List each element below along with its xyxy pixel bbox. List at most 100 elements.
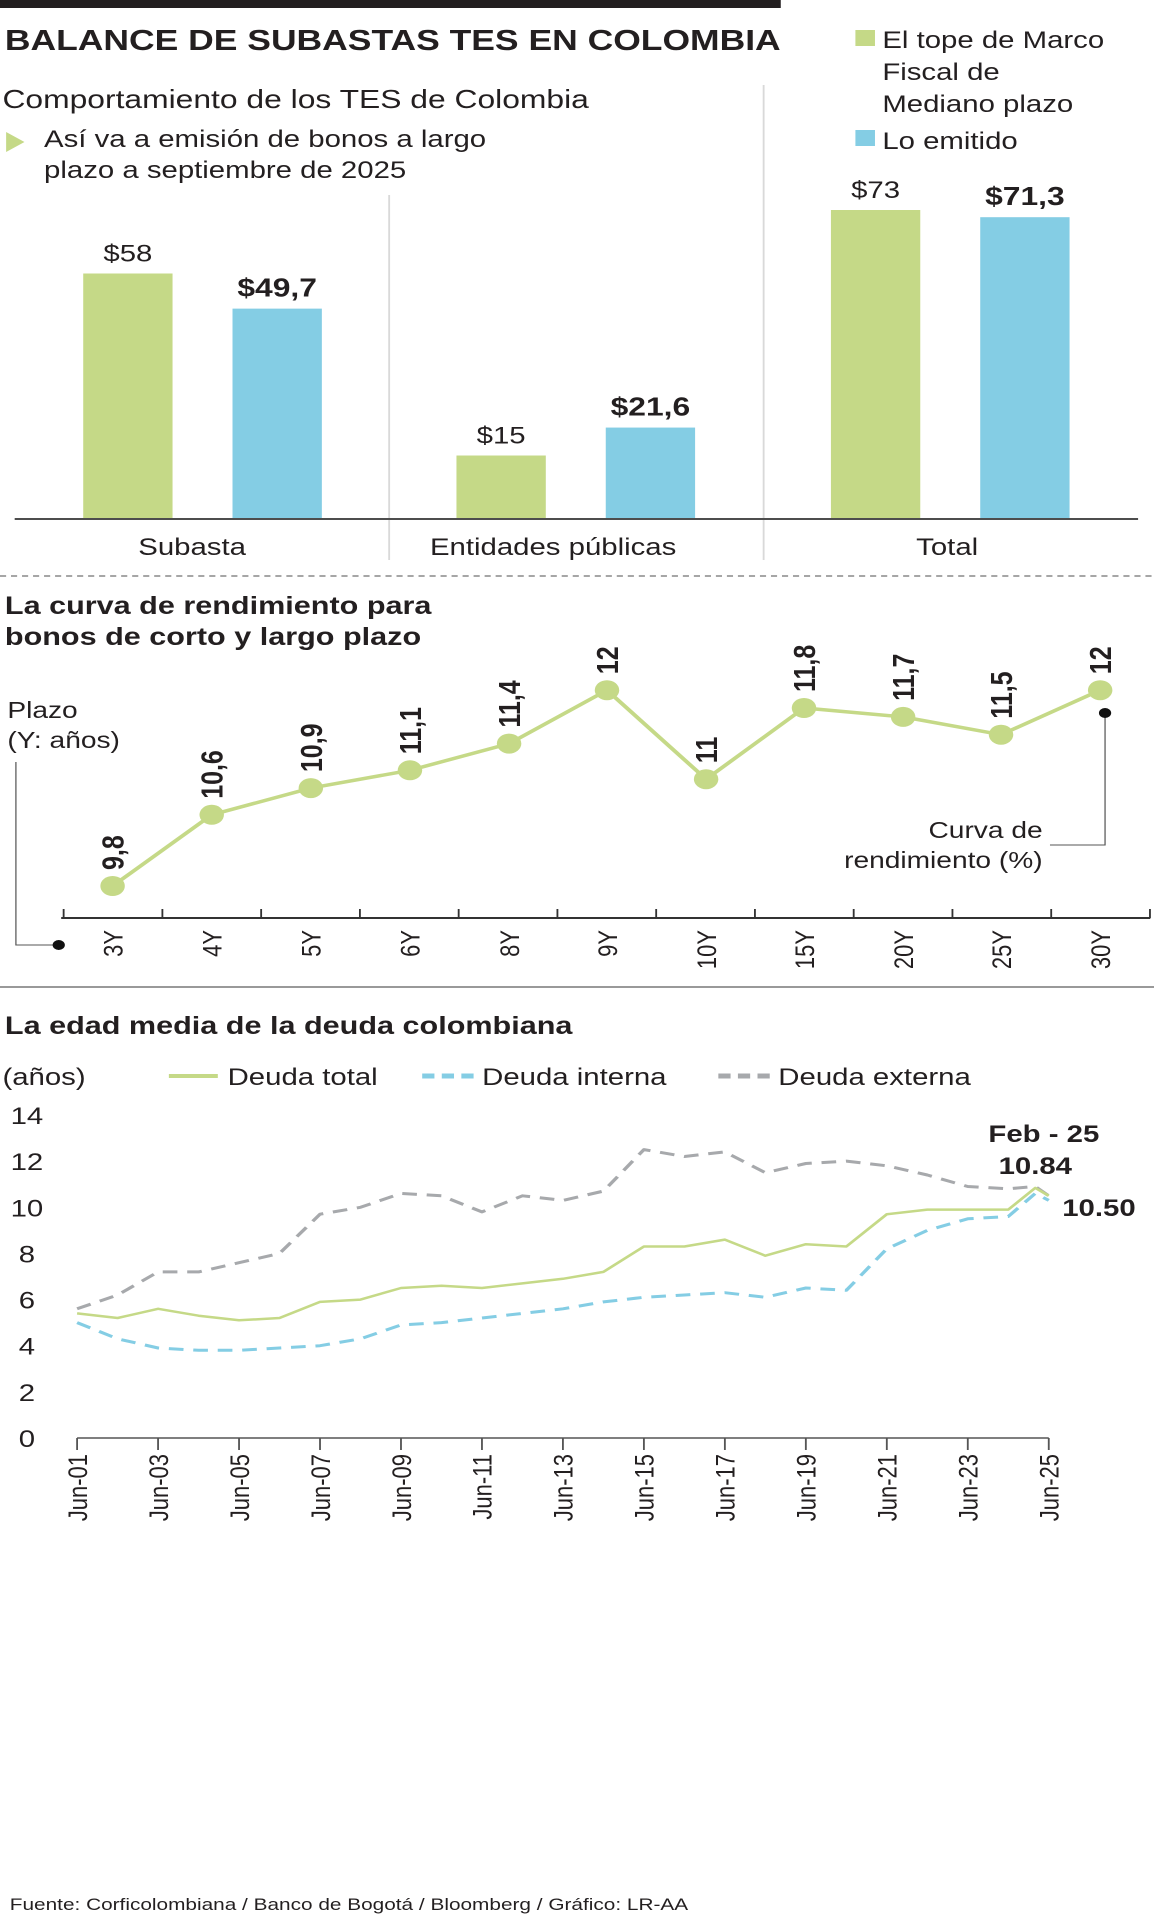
y-tick-label: 4: [19, 1333, 35, 1360]
main-title: BALANCE DE SUBASTAS TES EN COLOMBIA: [5, 24, 781, 56]
y-tick-label: 8: [19, 1241, 35, 1268]
x-tick-label: Jun-21: [874, 1454, 904, 1521]
series-line-deuda-interna: [76, 1191, 1050, 1352]
bar-value-label: $21,6: [611, 393, 691, 422]
x-tick-label: Jun-11: [469, 1454, 499, 1520]
legend-green-1: El tope de Marco: [882, 27, 1104, 54]
yield-xlabel-1: Plazo: [7, 698, 77, 723]
xlabel-leader: [15, 762, 59, 946]
bar-chart-title: Comportamiento de los TES de Colombia: [2, 86, 589, 115]
bar: [830, 210, 921, 519]
x-tick-label: 10Y: [693, 930, 723, 969]
yield-point: [397, 760, 423, 781]
yield-point: [199, 804, 224, 825]
yield-value-label: 11,1: [394, 707, 428, 754]
bar-value-label: $71,3: [985, 183, 1065, 212]
x-tick-label: Jun-15: [631, 1454, 661, 1521]
triangle-bullet-icon: [6, 132, 25, 152]
debt-title: La edad media de la deuda colombiana: [5, 1012, 573, 1040]
legend-green-2: Fiscal de: [882, 59, 999, 86]
bar-value-label: $49,7: [237, 274, 317, 303]
annotation-date: Feb - 25: [988, 1121, 1099, 1148]
x-tick-label: Jun-13: [550, 1454, 580, 1521]
yield-point: [100, 876, 125, 896]
category-label: Entidades públicas: [430, 534, 676, 561]
legend-blue: Lo emitido: [882, 128, 1017, 155]
x-tick-label: Jun-17: [712, 1454, 742, 1521]
x-tick-label: 8Y: [496, 930, 526, 957]
leader-dot: [1098, 708, 1112, 718]
bar: [980, 217, 1070, 519]
yield-title-2: bonos de corto y largo plazo: [5, 623, 421, 651]
bar: [605, 427, 696, 519]
bar: [83, 273, 173, 519]
yield-value-label: 10,9: [294, 723, 328, 772]
y-tick-label: 14: [11, 1103, 44, 1130]
bar-value-label: $73: [851, 177, 900, 204]
yield-point: [496, 733, 522, 754]
yield-point: [298, 778, 324, 799]
legend-interna: Deuda interna: [482, 1064, 666, 1091]
x-tick-label: Jun-19: [793, 1454, 823, 1521]
x-tick-label: 6Y: [397, 930, 427, 957]
yield-xlabel-2: (Y: años): [7, 728, 120, 753]
category-label: Total: [916, 534, 978, 561]
yield-value-label: 11,8: [788, 645, 822, 692]
x-tick-label: 20Y: [890, 930, 920, 969]
yield-value-label: 11,4: [493, 680, 527, 728]
yield-value-label: 11: [690, 737, 724, 763]
ylabel-leader: [1049, 715, 1106, 846]
title-rule: [0, 0, 781, 8]
leader-dot: [52, 940, 65, 950]
x-tick-label: 9Y: [594, 930, 624, 957]
annotation-last: 10.50: [1062, 1195, 1135, 1222]
debt-ylabel: (años): [2, 1064, 85, 1091]
yield-value-label: 11,7: [887, 654, 921, 701]
yield-value-label: 9,8: [96, 835, 130, 870]
yield-point: [693, 769, 719, 790]
yield-ylabel-1: Curva de: [928, 818, 1042, 843]
series-line-deuda-externa: [76, 1148, 1050, 1311]
y-tick-label: 10: [11, 1195, 44, 1222]
annotation-peak: 10.84: [999, 1153, 1073, 1180]
legend-externa: Deuda externa: [778, 1064, 971, 1091]
source-note: Fuente: Corficolombiana / Banco de Bogot…: [10, 1896, 689, 1915]
x-tick-label: 4Y: [199, 930, 229, 957]
x-tick-label: 25Y: [988, 930, 1018, 969]
yield-ylabel-2: rendimiento (%): [844, 848, 1043, 873]
bar-chart-subtitle-2: plazo a septiembre de 2025: [44, 157, 406, 184]
yield-value-label: 10,6: [195, 750, 229, 799]
yield-value-label: 12: [591, 646, 625, 674]
legend-swatch-green: [855, 30, 875, 46]
y-tick-label: 2: [19, 1379, 35, 1406]
yield-value-label: 11,5: [985, 671, 1019, 718]
yield-point: [1087, 680, 1113, 701]
yield-point: [791, 698, 817, 718]
x-tick-label: Jun-09: [388, 1454, 418, 1521]
x-tick-label: 30Y: [1087, 930, 1117, 969]
legend-total: Deuda total: [228, 1064, 378, 1091]
x-tick-label: Jun-05: [226, 1454, 256, 1521]
x-tick-label: Jun-25: [1036, 1454, 1066, 1521]
bar: [456, 455, 546, 519]
yield-value-label: 12: [1084, 646, 1118, 674]
yield-point: [890, 706, 916, 727]
y-tick-label: 0: [19, 1426, 35, 1453]
yield-point: [594, 680, 620, 701]
x-tick-label: 15Y: [791, 930, 821, 969]
bar-chart-subtitle-1: Así va a emisión de bonos a largo: [44, 126, 486, 153]
yield-point: [988, 724, 1014, 745]
x-tick-label: Jun-07: [307, 1454, 337, 1521]
legend-swatch-blue: [855, 130, 875, 146]
x-tick-label: 5Y: [298, 930, 328, 957]
x-tick-label: Jun-03: [145, 1454, 175, 1521]
bar: [232, 308, 322, 519]
legend-green-3: Mediano plazo: [882, 91, 1073, 118]
x-tick-label: 3Y: [99, 930, 129, 957]
bar-value-label: $58: [103, 240, 152, 267]
y-tick-label: 12: [11, 1149, 44, 1176]
y-tick-label: 6: [19, 1287, 35, 1314]
x-tick-label: Jun-01: [64, 1454, 94, 1521]
yield-title-1: La curva de rendimiento para: [5, 592, 432, 620]
